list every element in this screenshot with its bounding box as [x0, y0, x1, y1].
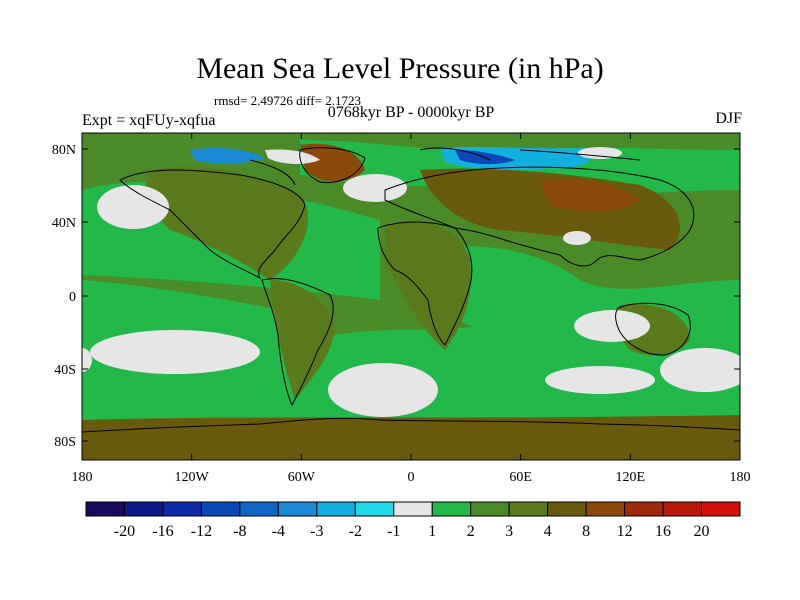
colorbar-label: 16	[655, 523, 671, 540]
colorbar-label: -20	[114, 523, 135, 540]
colorbar-swatch	[662, 501, 703, 517]
field-white-tibet	[563, 231, 591, 245]
colorbar-swatch	[277, 501, 318, 517]
field-white-arctic-west	[265, 149, 320, 164]
colorbar-label: -4	[272, 523, 285, 540]
coastlines	[82, 147, 740, 433]
colorbar: -20 -16 -12 -8 -4 -3 -2 -1 1 2 3 4 8 12 16 20	[85, 501, 741, 540]
coast-australia	[615, 302, 691, 356]
field-white-west-edge	[82, 348, 92, 372]
field-white-north-atlantic	[343, 174, 407, 202]
colorbar-swatch	[470, 501, 510, 517]
stats-label: rmsd= 2.49726 diff= 2.1723	[214, 93, 361, 108]
pressure-field	[82, 133, 740, 460]
colorbar-label: 3	[505, 523, 513, 540]
colorbar-swatch	[123, 501, 164, 517]
colorbar-swatch	[354, 501, 395, 517]
field-patch-north-america	[146, 166, 309, 280]
colorbar-label: -12	[191, 523, 212, 540]
colorbar-swatch	[547, 501, 587, 517]
colorbar-swatch	[508, 501, 549, 517]
colorbar-swatch	[431, 501, 472, 517]
coast-arctic-islands	[249, 147, 641, 186]
field-white-north-pacific	[97, 185, 169, 229]
colorbar-label: 12	[617, 523, 633, 540]
colorbar-swatch	[393, 501, 433, 517]
colorbar-swatch	[239, 501, 279, 517]
x-tick-label: 120E	[616, 470, 646, 485]
plot-title: Mean Sea Level Pressure (in hPa)	[196, 52, 604, 85]
field-white-south-australia	[660, 348, 740, 392]
coast-eurasia	[384, 166, 695, 267]
colorbar-label: 20	[694, 523, 710, 540]
y-tick-label: 0	[69, 290, 76, 305]
colorbar-label: 2	[467, 523, 475, 540]
colorbar-label: -8	[233, 523, 246, 540]
field-patch-siberia	[540, 178, 640, 212]
colorbar-label: 1	[428, 523, 436, 540]
colorbar-label: -3	[310, 523, 323, 540]
field-blue-arctic-west	[190, 147, 265, 164]
field-white-south-pacific	[90, 330, 260, 374]
y-tick-label: 80S	[54, 435, 76, 450]
field-patch-africa	[385, 221, 471, 350]
colorbar-label: -16	[152, 523, 173, 540]
colorbar-swatch	[624, 501, 664, 517]
field-white-arctic-east	[578, 147, 622, 159]
field-band-green-south	[82, 300, 740, 428]
coast-greenland	[299, 147, 366, 184]
x-tick-label: 180	[730, 470, 751, 485]
colorbar-swatch	[701, 501, 741, 517]
x-tick-label: 180	[72, 470, 93, 485]
field-patch-greenland	[300, 143, 365, 182]
x-tick-label: 0	[408, 470, 415, 485]
field-white-southern-indian	[545, 366, 655, 394]
colorbar-label: -2	[349, 523, 362, 540]
coast-south-america	[261, 278, 334, 407]
field-patch-antarctica	[82, 415, 740, 460]
time-range-label: 0768kyr BP - 0000kyr BP	[327, 104, 495, 121]
y-tick-label: 80N	[52, 143, 76, 158]
field-blue-arctic-east-deep	[455, 150, 515, 165]
colorbar-swatch	[85, 501, 125, 517]
field-white-indian-ocean	[574, 310, 650, 342]
x-tick-label: 60W	[288, 470, 316, 485]
season-label: DJF	[715, 110, 742, 127]
coast-antarctica	[82, 417, 740, 433]
field-white-south-atlantic	[328, 363, 438, 417]
y-tick-label: 40S	[54, 363, 76, 378]
experiment-label: Expt = xqFUy-xqfua	[82, 112, 216, 129]
colorbar-label: 8	[582, 523, 590, 540]
colorbar-label: 4	[544, 523, 552, 540]
colorbar-swatch	[162, 501, 202, 517]
colorbar-swatch	[316, 501, 356, 517]
colorbar-label: -1	[387, 523, 400, 540]
x-axis: 180 120W 60W 0 60E 120E 180	[72, 133, 751, 485]
x-tick-label: 120W	[175, 470, 210, 485]
coast-north-america	[119, 169, 306, 280]
field-patch-south-america	[270, 280, 335, 400]
colorbar-swatch	[585, 501, 626, 517]
x-tick-label: 60E	[509, 470, 532, 485]
y-axis: 80N 40N 0 40S 80S	[52, 143, 740, 450]
y-tick-label: 40N	[52, 216, 76, 231]
colorbar-swatch	[200, 501, 241, 517]
